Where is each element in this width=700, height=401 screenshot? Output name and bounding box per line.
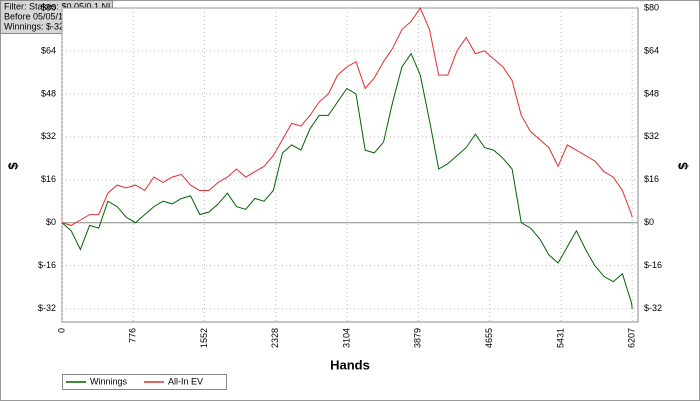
legend-label: Winnings — [90, 376, 128, 386]
x-tick-label: 0 — [56, 328, 66, 333]
y2-tick-label: $-32 — [644, 303, 662, 313]
y-tick-label: $32 — [41, 131, 56, 141]
x-tick-label: 3104 — [342, 328, 352, 348]
x-tick-label: 776 — [128, 328, 138, 343]
x-tick-label: 4655 — [484, 328, 494, 348]
y2-tick-label: $80 — [644, 2, 659, 12]
filter-text: Before 05/05/11 23:27:09 — [4, 11, 105, 21]
y2-tick-label: $16 — [644, 174, 659, 184]
y2-tick-label: $64 — [644, 45, 659, 55]
y2-axis-label: $ — [675, 162, 690, 170]
y-tick-label: $-16 — [38, 260, 56, 270]
y-tick-label: $-32 — [38, 303, 56, 313]
series-line — [61, 6, 633, 226]
y2-tick-label: $0 — [644, 217, 654, 227]
y-tick-label: $64 — [41, 45, 56, 55]
y2-tick-label: $32 — [644, 131, 659, 141]
filter-text: Winnings: $-32.15 — [4, 21, 77, 31]
y-tick-label: $0 — [46, 217, 56, 227]
x-tick-label: 1552 — [199, 328, 209, 348]
x-tick-label: 2328 — [270, 328, 280, 348]
y-axis-label: $ — [5, 162, 20, 170]
y-tick-label: $16 — [41, 174, 56, 184]
x-tick-label: 6207 — [627, 328, 637, 348]
filter-text: Filter: Stakes: $0.05/0.1 NL — [4, 1, 113, 11]
legend-label: All-In EV — [168, 376, 203, 386]
y2-tick-label: $-16 — [644, 260, 662, 270]
plot-area — [61, 7, 639, 323]
x-axis-label: Hands — [330, 357, 370, 372]
series-line — [61, 52, 633, 310]
y-tick-label: $48 — [41, 88, 56, 98]
y2-tick-label: $48 — [644, 88, 659, 98]
x-tick-label: 3879 — [413, 328, 423, 348]
y-tick-label: $80 — [41, 2, 56, 12]
x-tick-label: 5431 — [555, 328, 565, 348]
